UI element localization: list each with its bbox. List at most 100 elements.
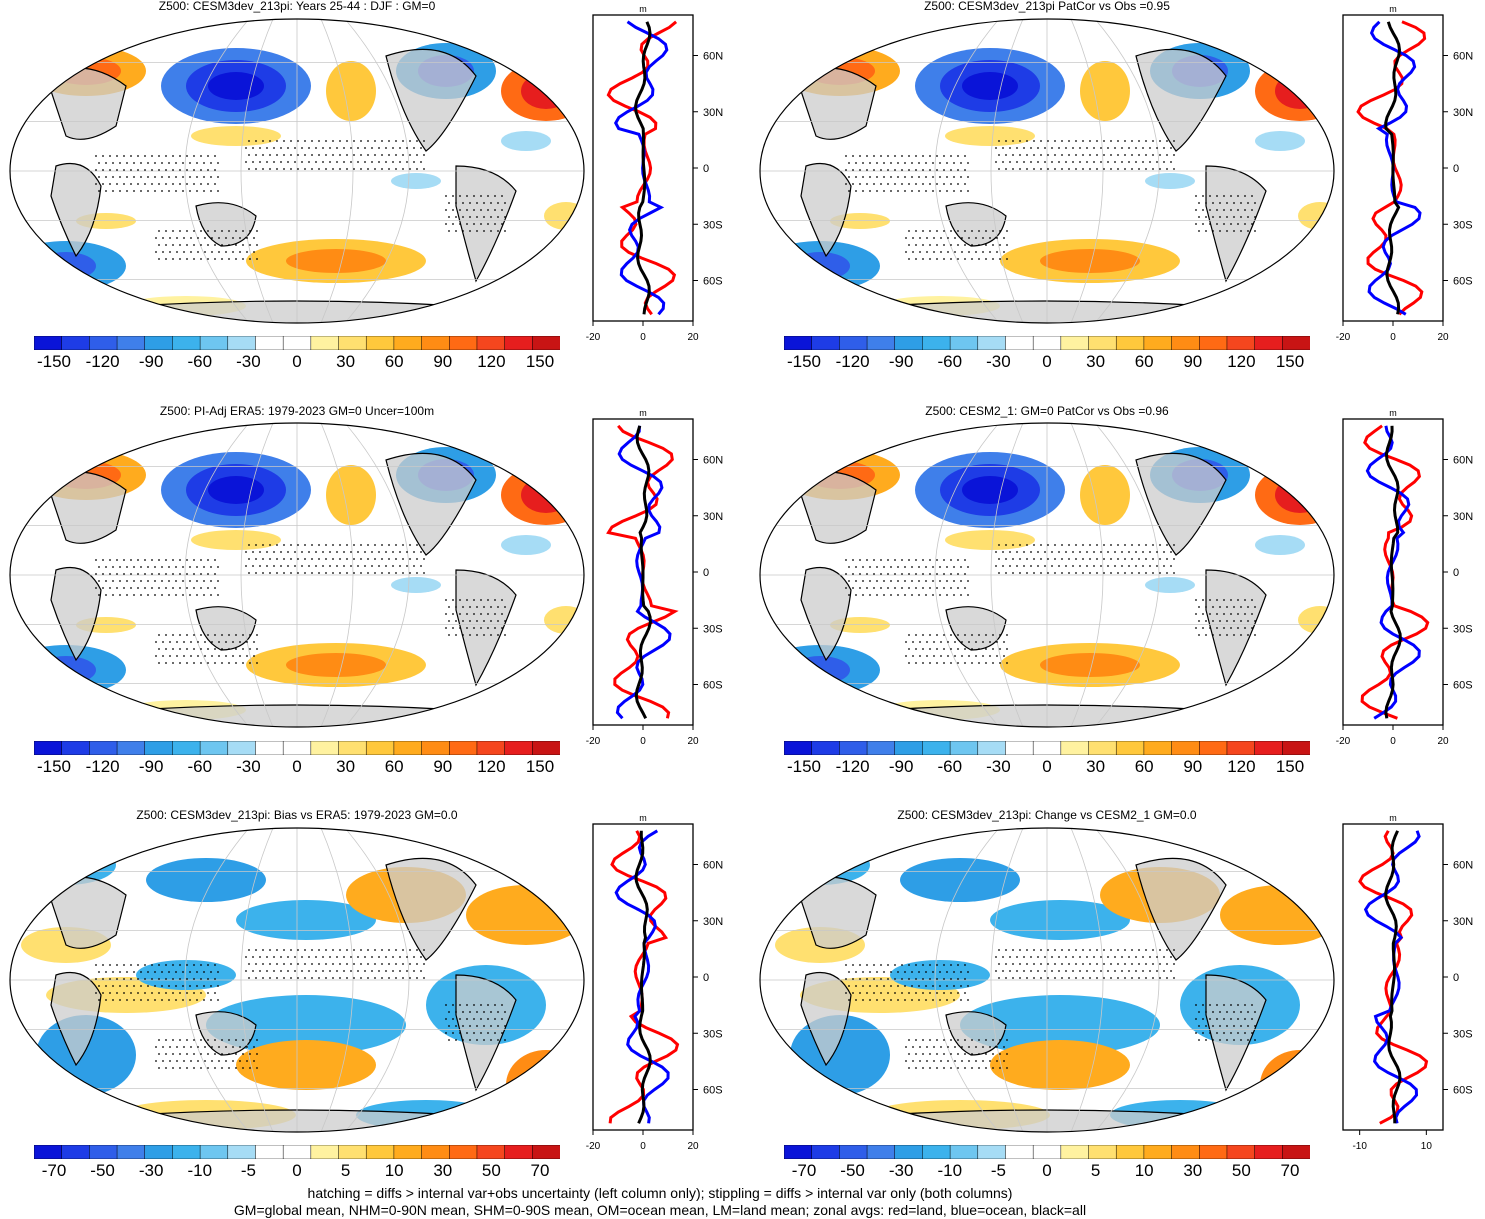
stipple-dot bbox=[901, 559, 903, 561]
stipple-dot bbox=[217, 999, 219, 1001]
anomaly-contour bbox=[286, 653, 386, 677]
colorbar-tick-label: 150 bbox=[1275, 757, 1305, 776]
stipple-dot bbox=[109, 587, 111, 589]
stipple-dot bbox=[168, 190, 170, 192]
stipple-dot bbox=[1047, 572, 1049, 574]
stipple-dot bbox=[221, 230, 223, 232]
stipple-dot bbox=[1065, 161, 1067, 163]
stipple-dot bbox=[922, 634, 924, 636]
stipple-dot bbox=[960, 162, 962, 164]
stipple-dot bbox=[248, 558, 250, 560]
stipple-dot bbox=[190, 655, 192, 657]
colorbar-tick-label: -70 bbox=[791, 1161, 817, 1180]
stipple-dot bbox=[1247, 230, 1249, 232]
map-border bbox=[9, 18, 585, 324]
stipple-dot bbox=[876, 190, 878, 192]
stipple-dot bbox=[960, 176, 962, 178]
stipple-dot bbox=[416, 140, 418, 142]
stipple-dot bbox=[161, 190, 163, 192]
stipple-dot bbox=[218, 1060, 220, 1062]
stipple-dot bbox=[459, 195, 461, 197]
stipple-dot bbox=[880, 559, 882, 561]
colorbar-swatch bbox=[866, 741, 896, 755]
stipple-dot bbox=[395, 544, 397, 546]
stipple-dot bbox=[459, 209, 461, 211]
stipple-dot bbox=[487, 195, 489, 197]
stipple-dot bbox=[953, 162, 955, 164]
stipple-dot bbox=[1226, 202, 1228, 204]
stipple-dot bbox=[932, 594, 934, 596]
stipple-dot bbox=[1003, 641, 1005, 643]
map-panel-6 bbox=[759, 827, 1335, 1133]
colorbar-swatch bbox=[282, 741, 312, 755]
stipple-dot bbox=[126, 985, 128, 987]
anomaly-contour bbox=[501, 465, 584, 525]
colorbar-swatch bbox=[1171, 1145, 1201, 1159]
stipple-dot bbox=[256, 662, 258, 664]
stipple-dot bbox=[1096, 168, 1098, 170]
land-outline bbox=[815, 1109, 1277, 1132]
stipple-dot bbox=[147, 985, 149, 987]
stipple-dot bbox=[360, 949, 362, 951]
stipple-dot bbox=[200, 964, 202, 966]
stipple-dot bbox=[423, 544, 425, 546]
stipple-dot bbox=[473, 1018, 475, 1020]
stipple-dot bbox=[852, 155, 854, 157]
stipple-dot bbox=[367, 154, 369, 156]
stipple-dot bbox=[325, 949, 327, 951]
stipple-dot bbox=[158, 662, 160, 664]
stipple-dot bbox=[932, 580, 934, 582]
stipple-dot bbox=[1149, 161, 1151, 163]
stipple-dot bbox=[1251, 599, 1253, 601]
stipple-dot bbox=[95, 573, 97, 575]
stipple-dot bbox=[151, 183, 153, 185]
stipple-dot bbox=[1198, 620, 1200, 622]
stipple-dot bbox=[915, 992, 917, 994]
stipple-dot bbox=[161, 594, 163, 596]
stipple-dot bbox=[1058, 161, 1060, 163]
stipple-dot bbox=[852, 992, 854, 994]
stipple-dot bbox=[1093, 161, 1095, 163]
stipple-dot bbox=[329, 956, 331, 958]
stipple-dot bbox=[504, 1025, 506, 1027]
stipple-dot bbox=[346, 949, 348, 951]
stipple-dot bbox=[501, 209, 503, 211]
stipple-dot bbox=[1216, 1018, 1218, 1020]
stipple-dot bbox=[1237, 1004, 1239, 1006]
stipple-dot bbox=[915, 587, 917, 589]
stipple-dot bbox=[203, 985, 205, 987]
colorbar-swatch bbox=[949, 741, 979, 755]
stipple-dot bbox=[476, 216, 478, 218]
stipple-dot bbox=[1075, 544, 1077, 546]
stipple-dot bbox=[985, 230, 987, 232]
stipple-dot bbox=[1152, 963, 1154, 965]
stipple-dot bbox=[919, 1046, 921, 1048]
stipple-dot bbox=[1114, 970, 1116, 972]
stipple-dot bbox=[873, 573, 875, 575]
stipple-dot bbox=[189, 985, 191, 987]
stipple-dot bbox=[105, 985, 107, 987]
stipple-dot bbox=[1089, 558, 1091, 560]
colorbar-swatch bbox=[61, 336, 91, 350]
stipple-dot bbox=[318, 140, 320, 142]
stipple-dot bbox=[144, 559, 146, 561]
stipple-dot bbox=[989, 251, 991, 253]
stipple-dot bbox=[1044, 161, 1046, 163]
stipple-dot bbox=[912, 1046, 914, 1048]
stipple-dot bbox=[175, 971, 177, 973]
stipple-dot bbox=[262, 544, 264, 546]
stipple-dot bbox=[1138, 572, 1140, 574]
stipple-dot bbox=[971, 1039, 973, 1041]
stipple-dot bbox=[193, 634, 195, 636]
stipple-dot bbox=[1124, 572, 1126, 574]
stipple-dot bbox=[1093, 956, 1095, 958]
stipple-dot bbox=[276, 154, 278, 156]
stipple-dot bbox=[318, 168, 320, 170]
panel-title-1: Z500: CESM3dev_213pi: Years 25-44 : DJF … bbox=[158, 0, 436, 13]
stipple-dot bbox=[504, 1011, 506, 1013]
stipple-dot bbox=[235, 1053, 237, 1055]
stipple-dot bbox=[249, 258, 251, 260]
stipple-dot bbox=[186, 183, 188, 185]
colorbar-tick-label: 90 bbox=[1183, 757, 1203, 776]
stipple-dot bbox=[982, 1046, 984, 1048]
